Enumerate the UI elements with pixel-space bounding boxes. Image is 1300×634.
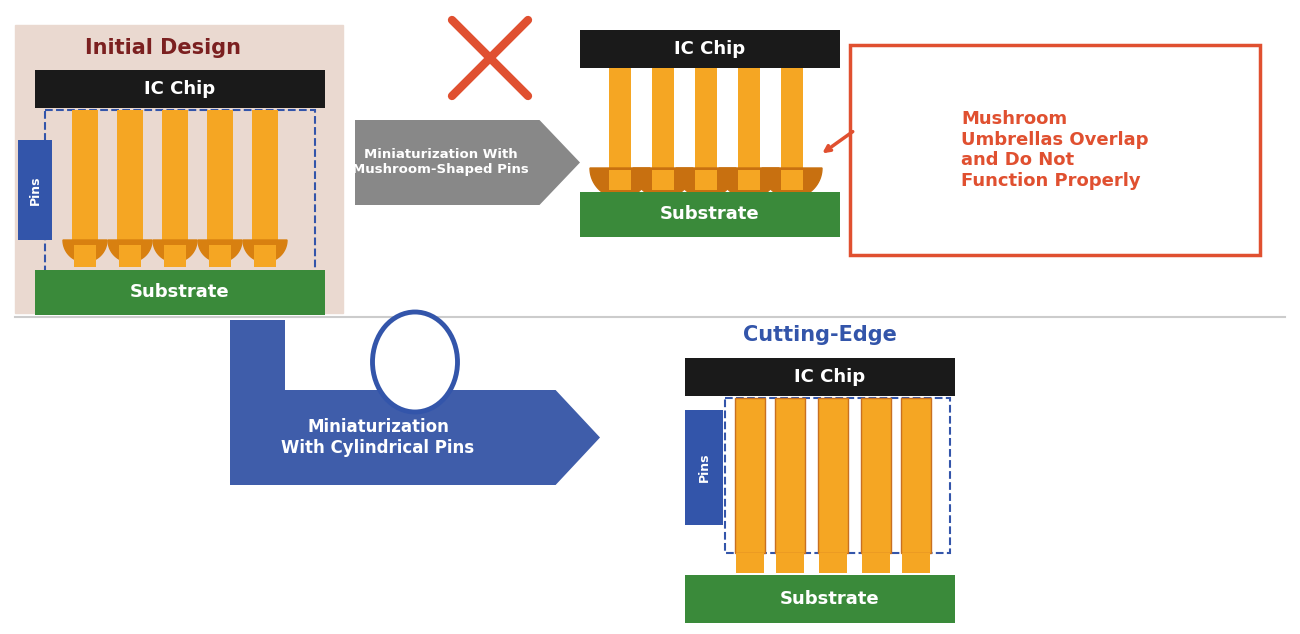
Bar	[685, 575, 956, 623]
Bar	[776, 553, 803, 573]
Text: IC Chip: IC Chip	[675, 40, 746, 58]
Bar	[738, 68, 760, 168]
Polygon shape	[198, 240, 242, 262]
Polygon shape	[762, 168, 822, 198]
Bar	[685, 410, 723, 525]
Text: IC Chip: IC Chip	[794, 368, 866, 386]
Bar	[775, 398, 805, 553]
Bar	[72, 110, 98, 240]
Bar	[861, 398, 890, 553]
Bar	[685, 358, 956, 396]
Text: Initial Design: Initial Design	[84, 38, 240, 58]
Polygon shape	[243, 240, 287, 262]
Polygon shape	[355, 120, 580, 205]
Bar	[16, 25, 343, 313]
Bar	[117, 110, 143, 240]
Bar	[696, 68, 718, 168]
Bar	[580, 192, 840, 237]
Bar	[35, 70, 325, 108]
Bar	[725, 398, 950, 553]
Bar	[230, 320, 285, 395]
Bar	[819, 553, 848, 573]
Polygon shape	[633, 168, 693, 198]
Bar	[653, 68, 673, 168]
Polygon shape	[62, 240, 107, 262]
Bar	[608, 170, 630, 190]
Bar	[781, 170, 803, 190]
Bar	[164, 245, 186, 267]
Bar	[902, 553, 930, 573]
Bar	[653, 170, 673, 190]
Text: Mushroom
Umbrellas Overlap
and Do Not
Function Properly: Mushroom Umbrellas Overlap and Do Not Fu…	[961, 110, 1149, 190]
Bar	[850, 45, 1260, 255]
Bar	[209, 245, 231, 267]
Text: Pins: Pins	[698, 452, 711, 482]
Bar	[120, 245, 140, 267]
Bar	[254, 245, 276, 267]
Bar	[818, 398, 848, 553]
Bar	[580, 30, 840, 68]
Bar	[35, 270, 325, 315]
Bar	[862, 553, 891, 573]
Polygon shape	[676, 168, 736, 198]
Bar	[207, 110, 233, 240]
Bar	[781, 68, 803, 168]
Polygon shape	[719, 168, 779, 198]
Polygon shape	[153, 240, 198, 262]
Bar	[696, 170, 718, 190]
Bar	[901, 398, 931, 553]
Bar	[736, 553, 764, 573]
Bar	[252, 110, 278, 240]
Polygon shape	[108, 240, 152, 262]
Text: Substrate: Substrate	[130, 283, 230, 301]
Polygon shape	[590, 168, 650, 198]
Text: Cutting-Edge: Cutting-Edge	[744, 325, 897, 345]
Text: IC Chip: IC Chip	[144, 80, 216, 98]
Bar	[738, 170, 760, 190]
Bar	[162, 110, 188, 240]
Text: Substrate: Substrate	[660, 205, 759, 223]
Text: Miniaturization
With Cylindrical Pins: Miniaturization With Cylindrical Pins	[281, 418, 474, 457]
Bar	[608, 68, 630, 168]
Bar	[734, 398, 764, 553]
Polygon shape	[230, 390, 601, 485]
Ellipse shape	[373, 312, 458, 412]
Text: Pins: Pins	[29, 175, 42, 205]
Text: Substrate: Substrate	[780, 590, 880, 608]
Bar	[18, 140, 52, 240]
Bar	[46, 110, 315, 275]
Text: Miniaturization With
Mushroom-Shaped Pins: Miniaturization With Mushroom-Shaped Pin…	[352, 148, 529, 176]
Bar	[74, 245, 96, 267]
